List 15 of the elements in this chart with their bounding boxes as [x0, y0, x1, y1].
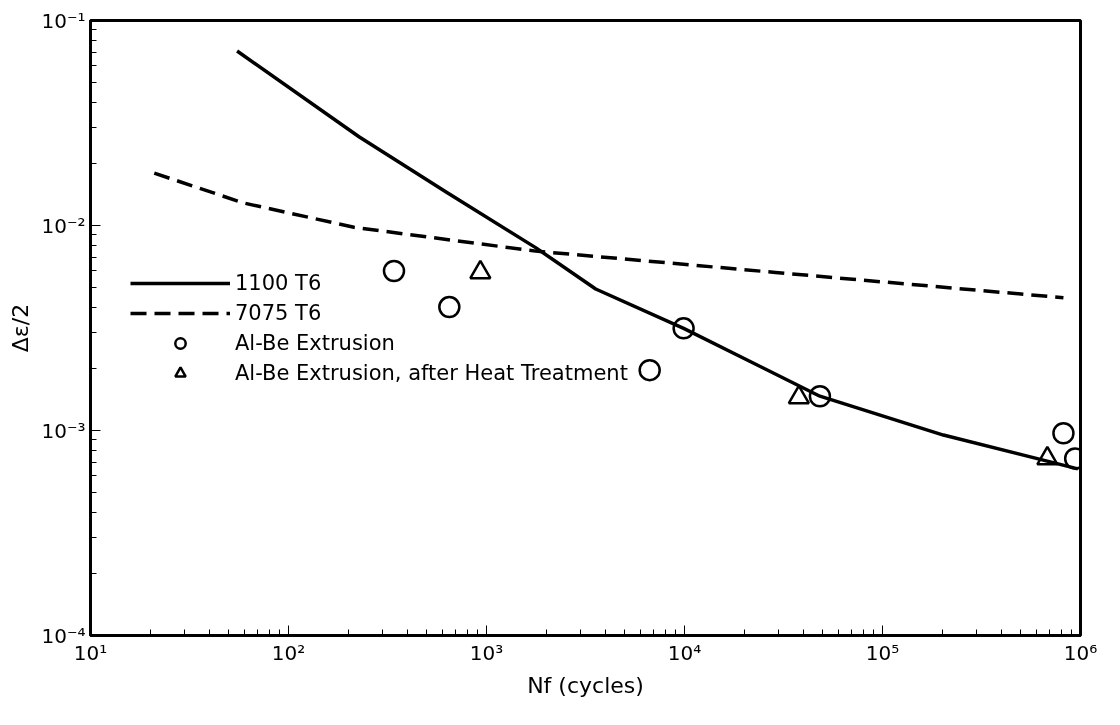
x-axis-title: Nf (cycles) [527, 672, 644, 698]
y-tick-label: 10⁻³ [41, 418, 86, 443]
legend-label: 1100 T6 [235, 269, 322, 296]
x-tick-label: 10¹ [73, 640, 108, 665]
legend-label: Al-Be Extrusion, after Heat Treatment [235, 359, 628, 386]
x-tick-label: 10⁵ [865, 640, 900, 665]
legend-label: 7075 T6 [235, 299, 322, 326]
x-tick-label: 10² [271, 640, 306, 665]
y-axis-title: Δε/2 [8, 303, 34, 353]
x-tick-label: 10⁶ [1063, 640, 1098, 665]
x-tick-label: 10⁴ [667, 640, 702, 665]
y-tick-label: 10⁻² [41, 213, 86, 238]
y-tick-label: 10⁻¹ [41, 8, 86, 33]
legend-label: Al-Be Extrusion [235, 329, 395, 356]
x-tick-label: 10³ [469, 640, 504, 665]
